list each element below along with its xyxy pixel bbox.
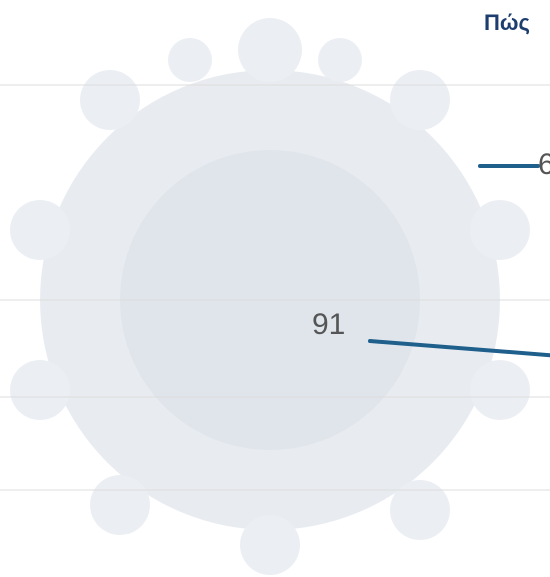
background [10,18,530,575]
chart-title: Πώς [484,10,530,35]
annotation: 91 [312,308,345,341]
lines [368,164,550,358]
annotation: 6 [538,148,550,181]
grid [0,84,550,491]
line-segment [368,339,550,358]
